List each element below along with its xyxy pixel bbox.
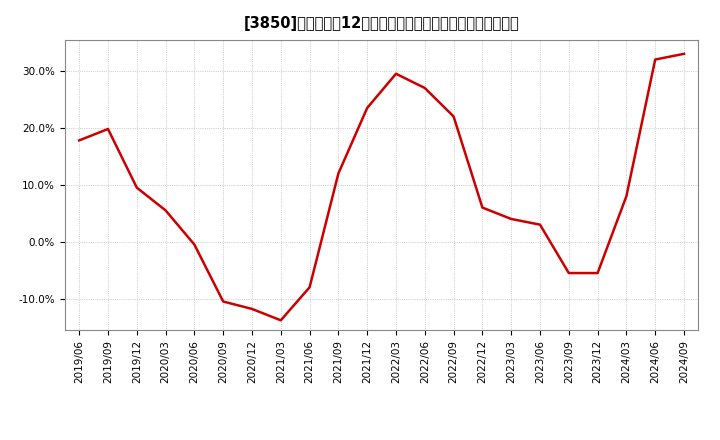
Title: [3850]　売上高の12か月移動合計の対前年同期増減率の推移: [3850] 売上高の12か月移動合計の対前年同期増減率の推移 (244, 16, 519, 32)
